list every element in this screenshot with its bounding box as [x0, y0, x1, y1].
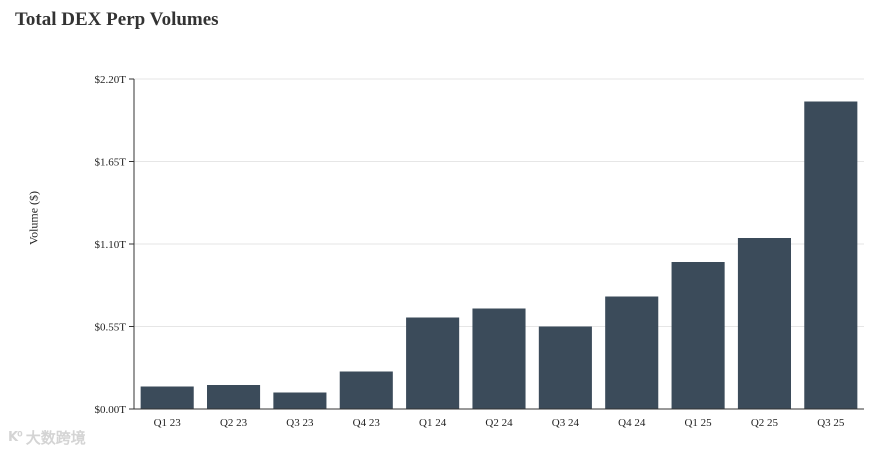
watermark-logo-icon: K⁰ — [8, 430, 23, 445]
bars — [140, 101, 858, 409]
x-tick-label: Q2 23 — [220, 417, 248, 429]
x-tick-label: Q2 24 — [485, 417, 513, 429]
bar — [406, 317, 460, 409]
x-tick-label: Q1 24 — [419, 417, 447, 429]
chart-title: Total DEX Perp Volumes — [15, 9, 219, 30]
y-tick-label: $0.00T — [95, 404, 127, 416]
x-tick-label: Q3 24 — [552, 417, 580, 429]
watermark-text: 大数跨境 — [25, 429, 86, 447]
bar — [671, 262, 725, 409]
bar — [273, 392, 327, 409]
y-tick-label: $1.10T — [95, 239, 127, 251]
bar — [538, 326, 592, 409]
y-tick-label: $1.65T — [95, 157, 127, 169]
bar — [207, 385, 261, 409]
bar — [804, 101, 858, 409]
x-tick-label: Q2 25 — [751, 417, 779, 429]
x-tick-label: Q1 23 — [154, 417, 182, 429]
x-tick-label: Q4 24 — [618, 417, 646, 429]
axes — [129, 78, 864, 410]
x-tick-label: Q1 25 — [684, 417, 712, 429]
bar — [472, 308, 526, 409]
x-tick-label: Q4 23 — [353, 417, 381, 429]
bar — [605, 296, 659, 409]
watermark: K⁰ 大数跨境 — [8, 427, 86, 448]
y-tick-label: $2.20T — [95, 74, 127, 86]
bar — [339, 371, 393, 409]
y-tick-label: $0.55T — [95, 322, 127, 334]
y-tick-labels: $0.00T $0.55T $1.10T $1.65T $2.20T — [95, 74, 127, 416]
x-tick-label: Q3 25 — [817, 417, 845, 429]
x-tick-label: Q3 23 — [286, 417, 314, 429]
x-tick-labels: Q1 23 Q2 23 Q3 23 Q4 23 Q1 24 Q2 24 Q3 24 Q4 24… — [154, 417, 845, 429]
bar — [737, 238, 791, 409]
bar — [140, 386, 194, 409]
